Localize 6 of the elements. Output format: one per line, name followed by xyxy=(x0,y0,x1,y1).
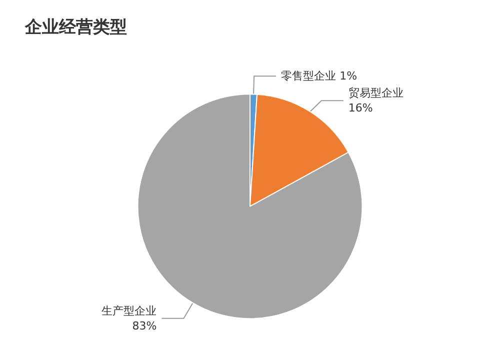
chart-title: 企业经营类型 xyxy=(24,18,127,38)
slice-label: 生产型企业 xyxy=(102,304,157,318)
data-label: 83% xyxy=(132,319,157,332)
slice-label: 贸易型企业 xyxy=(348,86,404,100)
data-label: 16% xyxy=(348,102,373,115)
slice-label: 零售型企业 1% xyxy=(281,70,358,83)
